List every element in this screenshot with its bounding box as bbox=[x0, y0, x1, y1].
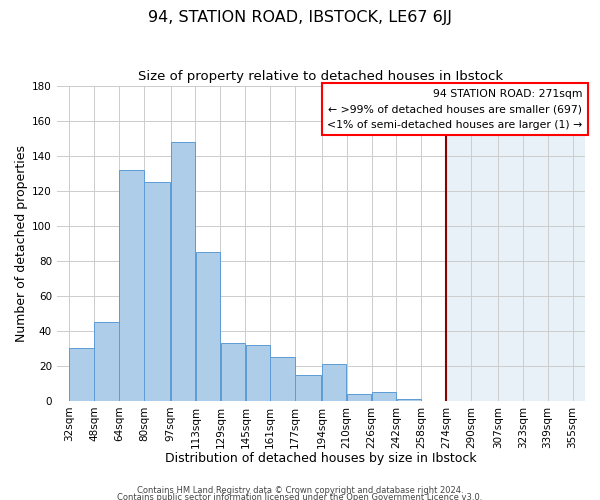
Bar bbox=[245, 345, 270, 401]
Bar bbox=[322, 364, 346, 401]
Bar bbox=[171, 142, 195, 401]
Bar bbox=[347, 394, 371, 401]
Text: Contains public sector information licensed under the Open Government Licence v3: Contains public sector information licen… bbox=[118, 494, 482, 500]
Text: 94, STATION ROAD, IBSTOCK, LE67 6JJ: 94, STATION ROAD, IBSTOCK, LE67 6JJ bbox=[148, 10, 452, 25]
Bar bbox=[271, 357, 295, 401]
X-axis label: Distribution of detached houses by size in Ibstock: Distribution of detached houses by size … bbox=[165, 452, 477, 465]
Bar bbox=[196, 252, 220, 401]
Bar bbox=[119, 170, 144, 401]
Bar bbox=[446, 86, 585, 401]
Bar bbox=[70, 348, 94, 401]
Bar bbox=[372, 392, 396, 401]
Bar bbox=[295, 374, 322, 401]
Text: Contains HM Land Registry data © Crown copyright and database right 2024.: Contains HM Land Registry data © Crown c… bbox=[137, 486, 463, 495]
Bar bbox=[144, 182, 170, 401]
Bar bbox=[94, 322, 119, 401]
Y-axis label: Number of detached properties: Number of detached properties bbox=[15, 144, 28, 342]
Text: 94 STATION ROAD: 271sqm
← >99% of detached houses are smaller (697)
<1% of semi-: 94 STATION ROAD: 271sqm ← >99% of detach… bbox=[327, 88, 583, 130]
Bar bbox=[221, 343, 245, 401]
Bar bbox=[397, 399, 421, 401]
Title: Size of property relative to detached houses in Ibstock: Size of property relative to detached ho… bbox=[139, 70, 503, 83]
